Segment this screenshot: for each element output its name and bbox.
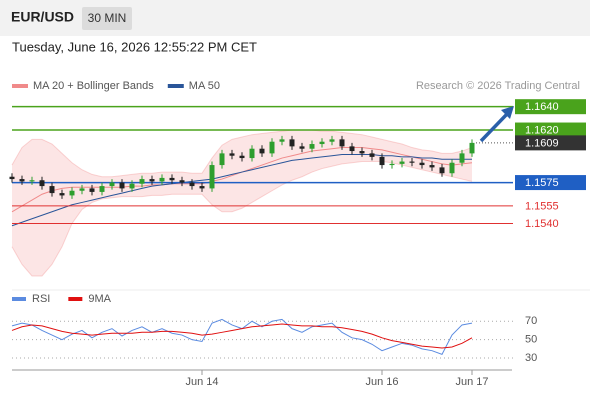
candle-body: [79, 188, 85, 191]
legend-swatch: [12, 297, 26, 301]
candle-body: [139, 179, 145, 184]
level-label: 1.1540: [525, 218, 559, 230]
candle-body: [99, 186, 105, 192]
timeframe: 30 MIN: [88, 11, 127, 25]
x-tick-label: Jun 17: [455, 376, 488, 388]
candle-body: [319, 141, 325, 145]
candle-body: [59, 193, 65, 196]
candle-body: [429, 165, 435, 168]
legend-label: RSI: [32, 293, 50, 305]
level-box: [515, 122, 586, 138]
moving-average: [11, 154, 472, 227]
candle-body: [299, 146, 305, 149]
legend-label: MA 50: [189, 80, 220, 92]
candle-body: [439, 167, 445, 174]
bollinger-lower: [11, 161, 473, 277]
candle-body: [29, 180, 35, 182]
candle-body: [469, 142, 475, 154]
candle-body: [249, 148, 255, 159]
candle-body: [419, 162, 425, 166]
candle-body: [149, 179, 155, 182]
level-label: 1.1555: [525, 200, 559, 212]
candle-body: [129, 183, 135, 189]
timeframe-box: [82, 7, 132, 30]
level-box: [515, 175, 586, 191]
candle-body: [459, 153, 465, 163]
candle-body: [369, 153, 375, 157]
candle-body: [49, 186, 55, 194]
bollinger-upper: [11, 129, 473, 178]
x-tick-label: Jun 14: [185, 376, 218, 388]
candle-body: [119, 182, 125, 189]
candle-body: [69, 190, 75, 196]
bollinger-band: [12, 130, 472, 276]
candle-body: [169, 177, 175, 181]
candle-body: [379, 156, 385, 166]
candle-body: [259, 148, 265, 154]
candle-body: [279, 139, 285, 142]
candle-body: [39, 180, 45, 187]
level-box: [515, 99, 586, 115]
legend-swatch: [12, 84, 28, 88]
candle-body: [309, 144, 315, 149]
candle-body: [9, 176, 15, 180]
legend-label: 9MA: [88, 293, 111, 305]
symbol: EUR/USD: [11, 9, 74, 25]
candle-body: [329, 139, 335, 142]
candle-body: [349, 146, 355, 152]
legend-swatch: [167, 84, 184, 88]
candle-body: [229, 153, 235, 156]
candle-body: [239, 155, 245, 159]
arrow-head: [501, 106, 514, 119]
arrow: [479, 111, 510, 143]
candle-body: [189, 182, 195, 187]
rsi-tick-label: 70: [525, 315, 537, 327]
candle-body: [359, 151, 365, 154]
source: Research © 2026 Trading Central: [416, 80, 580, 92]
date: Tuesday, June 16, 2026 12:55:22 PM CET: [12, 39, 257, 54]
candle-body: [409, 161, 415, 163]
candle-body: [109, 182, 115, 187]
candle-body: [199, 186, 205, 189]
candle-body: [449, 162, 455, 174]
rsi-tick-label: 30: [525, 352, 537, 364]
candle-body: [89, 188, 95, 192]
candle-body: [159, 177, 165, 182]
candle-body: [389, 163, 395, 166]
rsi-line: [11, 323, 473, 349]
level-label: 1.1640: [525, 101, 559, 113]
candle-body: [209, 165, 215, 189]
candle-body: [219, 153, 225, 166]
candle-body: [19, 179, 25, 182]
level-box: [515, 135, 586, 151]
candle-body: [179, 180, 185, 183]
level-label: 1.1609: [525, 137, 559, 149]
candle-body: [289, 139, 295, 147]
legend-label: MA 20 + Bollinger Bands: [33, 80, 154, 92]
rsi-tick-label: 50: [525, 334, 537, 346]
legend-swatch: [68, 297, 83, 301]
candle-body: [269, 141, 275, 154]
candle-body: [339, 139, 345, 147]
candle-body: [399, 161, 405, 164]
level-label: 1.1575: [525, 177, 559, 189]
level-label: 1.1620: [525, 124, 559, 136]
x-tick-label: Jun 16: [365, 376, 398, 388]
